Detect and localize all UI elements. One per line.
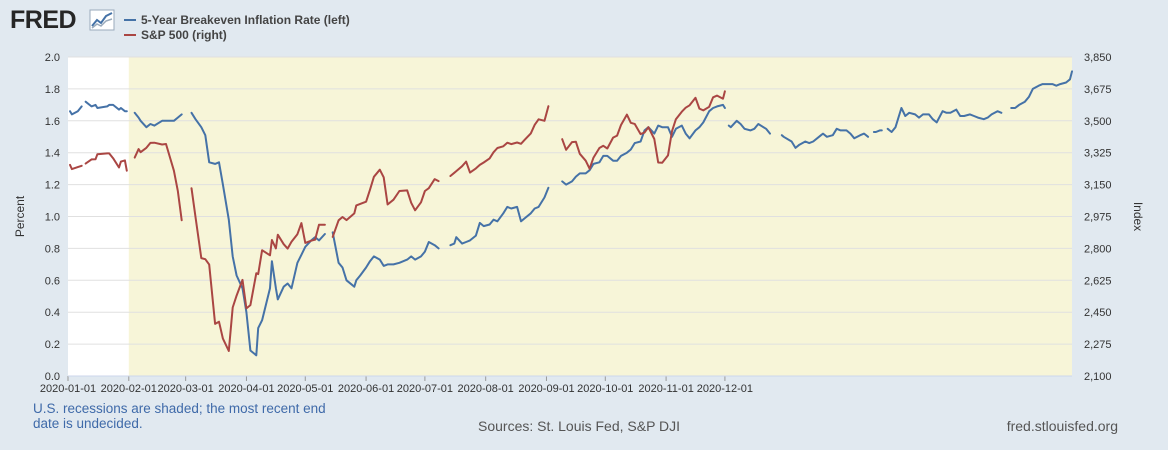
breakeven-series-line (872, 129, 883, 133)
y-right-tick-label: 2,625 (1084, 275, 1112, 287)
sp500-series-line (84, 152, 128, 172)
recession-note: U.S. recessions are shaded; the most rec… (33, 401, 326, 431)
legend-item-breakeven[interactable]: 5-Year Breakeven Inflation Rate (left) (124, 12, 350, 27)
fred-logo[interactable]: FRED (10, 6, 77, 34)
legend-swatch-sp500 (124, 33, 136, 36)
y-right-tick-label: 2,450 (1084, 307, 1112, 319)
sp500-series-line (449, 105, 550, 177)
y-right-tick-label: 3,675 (1084, 84, 1112, 96)
breakeven-series-line (331, 231, 440, 288)
y-left-tick-label: 0.8 (45, 243, 60, 255)
breakeven-series-line (727, 119, 771, 135)
x-tick-label: 2020-09-01 (518, 383, 574, 395)
site-link[interactable]: fred.stlouisfed.org (1006, 418, 1118, 434)
y-left-tick-label: 1.0 (45, 212, 60, 224)
legend-label-breakeven: 5-Year Breakeven Inflation Rate (left) (141, 12, 350, 27)
y-right-tick-label: 2,975 (1084, 212, 1112, 224)
breakeven-series-line (780, 127, 870, 149)
x-tick-label: 2020-12-01 (697, 383, 753, 395)
x-tick-label: 2020-03-01 (158, 383, 214, 395)
breakeven-series-line (84, 100, 128, 113)
y-right-tick-label: 3,500 (1084, 116, 1112, 128)
y-right-tick-label: 2,100 (1084, 371, 1112, 383)
sp500-series-line (561, 90, 726, 170)
breakeven-series-line (133, 111, 183, 129)
y-left-tick-label: 0.0 (45, 371, 60, 383)
y-right-tick-label: 3,850 (1084, 52, 1112, 64)
y-left-tick-label: 1.6 (45, 116, 60, 128)
y-right-tick-label: 3,150 (1084, 180, 1112, 192)
legend: 5-Year Breakeven Inflation Rate (left) S… (124, 12, 350, 42)
breakeven-series-line (886, 107, 1003, 133)
breakeven-series-line (1010, 70, 1073, 109)
y-right-tick-label: 2,275 (1084, 339, 1112, 351)
y-left-tick-label: 2.0 (45, 52, 60, 64)
chart-header: FRED 5-Year Breakeven Inflation Rate (le… (0, 0, 1168, 50)
breakeven-series-line (69, 105, 83, 116)
legend-item-sp500[interactable]: S&P 500 (right) (124, 27, 350, 42)
fred-logo-chart-icon (89, 9, 115, 31)
y-right-tick-label: 2,800 (1084, 243, 1112, 255)
y-left-tick-label: 1.8 (45, 84, 60, 96)
x-tick-label: 2020-02-01 (101, 383, 157, 395)
x-tick-label: 2020-05-01 (277, 383, 333, 395)
y-right-axis-title: Index (1131, 202, 1145, 231)
y-left-tick-label: 0.4 (45, 307, 60, 319)
sources-note: Sources: St. Louis Fed, S&P DJI (478, 418, 681, 434)
x-tick-label: 2020-01-01 (40, 383, 96, 395)
x-tick-label: 2020-07-01 (397, 383, 453, 395)
legend-swatch-breakeven (124, 18, 136, 21)
breakeven-series-line (449, 186, 550, 247)
legend-label-sp500: S&P 500 (right) (141, 27, 227, 42)
y-right-tick-label: 3,325 (1084, 148, 1112, 160)
y-left-axis-title: Percent (13, 195, 27, 237)
sp500-series-line (133, 141, 183, 222)
y-left-tick-label: 0.2 (45, 339, 60, 351)
x-tick-label: 2020-04-01 (218, 383, 274, 395)
sp500-series-line (69, 163, 83, 171)
x-tick-label: 2020-11-01 (638, 383, 693, 395)
sp500-series-line (331, 168, 440, 238)
breakeven-series-line (190, 111, 326, 357)
x-tick-label: 2020-06-01 (338, 383, 394, 395)
breakeven-series-line (561, 103, 726, 186)
y-left-tick-label: 1.2 (45, 180, 60, 192)
y-left-tick-label: 0.6 (45, 275, 60, 287)
y-left-tick-label: 1.4 (45, 148, 60, 160)
x-tick-label: 2020-08-01 (458, 383, 514, 395)
x-tick-label: 2020-10-01 (577, 383, 633, 395)
sp500-series-line (190, 187, 326, 352)
